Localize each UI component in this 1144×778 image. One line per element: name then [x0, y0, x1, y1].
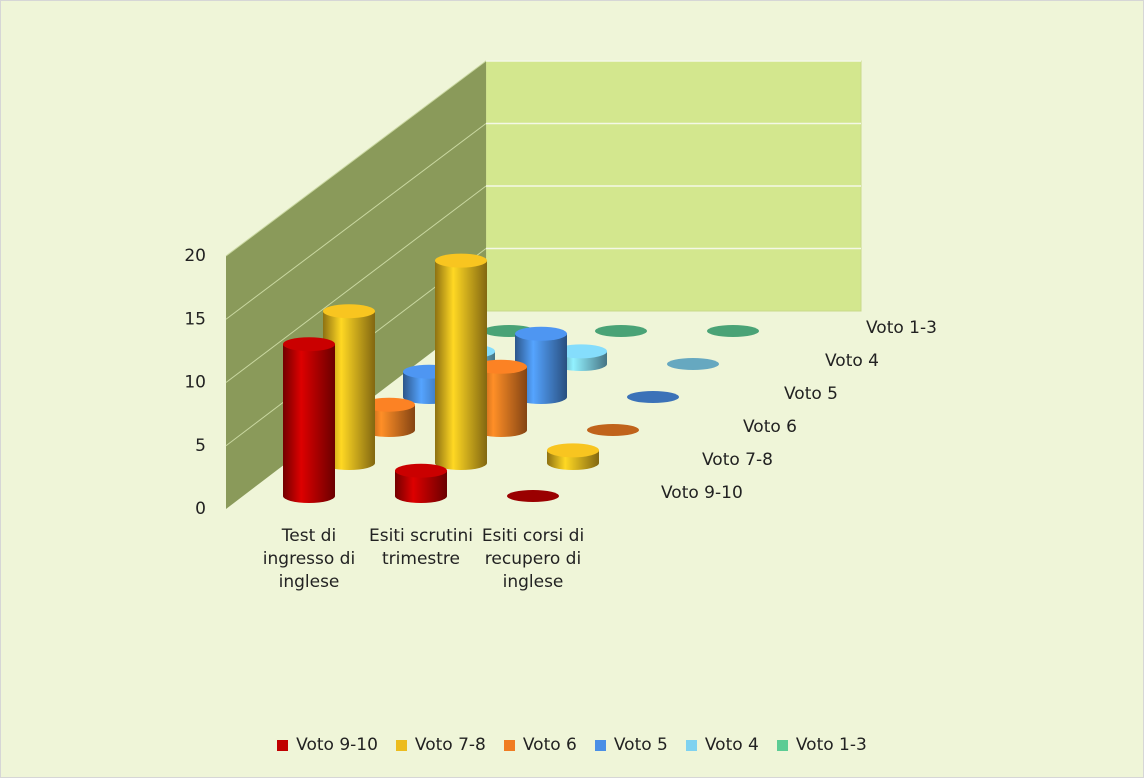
- legend-label: Voto 1-3: [795, 735, 867, 755]
- y-tick-label: 15: [184, 309, 206, 329]
- cylinder-top: [707, 325, 759, 337]
- y-tick-label: 5: [195, 436, 206, 456]
- y-tick-label: 10: [184, 373, 206, 393]
- legend-swatch: [776, 739, 788, 751]
- cylinder-top: [627, 391, 679, 403]
- legend-label: Voto 4: [704, 735, 759, 755]
- legend-item: Voto 9-10: [277, 735, 378, 755]
- cylinder: [435, 253, 487, 470]
- legend-label: Voto 9-10: [296, 735, 378, 755]
- cylinder-top: [515, 326, 567, 341]
- cylinder-top: [507, 490, 559, 502]
- cylinder-top: [475, 359, 527, 374]
- y-tick-label: 20: [184, 246, 206, 266]
- depth-label: Voto 9-10: [661, 483, 743, 503]
- legend-swatch: [594, 739, 606, 751]
- legend-swatch: [395, 739, 407, 751]
- legend-label: Voto 7-8: [414, 735, 486, 755]
- cylinder: [667, 358, 719, 370]
- cylinder: [555, 344, 607, 371]
- legend-swatch: [277, 739, 289, 751]
- legend-swatch: [503, 739, 515, 751]
- legend-item: Voto 1-3: [776, 735, 867, 755]
- cylinder-top: [587, 424, 639, 436]
- grid-line: [225, 123, 487, 320]
- cylinder-top: [283, 337, 335, 352]
- cylinder-top: [595, 325, 647, 337]
- y-tick-label: 0: [195, 499, 206, 519]
- cylinder: [627, 391, 679, 403]
- x-tick-label: Test di ingresso di inglese: [262, 526, 356, 592]
- legend-item: Voto 6: [503, 735, 577, 755]
- cylinder: [587, 424, 639, 436]
- cylinder-top: [555, 344, 607, 359]
- depth-label: Voto 6: [743, 417, 797, 437]
- cylinder: [707, 325, 759, 337]
- cylinder: [283, 337, 335, 503]
- cylinder: [595, 325, 647, 337]
- cylinder-top: [363, 397, 415, 412]
- cylinder-top: [667, 358, 719, 370]
- legend-label: Voto 6: [522, 735, 577, 755]
- cylinder-top: [395, 463, 447, 478]
- cylinder-top: [323, 304, 375, 319]
- grid-line: [225, 60, 487, 257]
- x-tick-label: Esiti corsi di recupero di inglese: [481, 526, 585, 592]
- legend-item: Voto 5: [594, 735, 668, 755]
- cylinder-top: [435, 253, 487, 268]
- legend-swatch: [685, 739, 697, 751]
- legend-item: Voto 4: [685, 735, 759, 755]
- legend-item: Voto 7-8: [395, 735, 486, 755]
- cylinder-body: [283, 344, 335, 496]
- depth-label: Voto 4: [825, 351, 879, 371]
- depth-label: Voto 1-3: [866, 318, 937, 338]
- grid-line: [225, 185, 487, 383]
- cylinder: [395, 463, 447, 503]
- depth-label: Voto 5: [784, 384, 838, 404]
- legend-label: Voto 5: [613, 735, 668, 755]
- cylinder: [507, 490, 559, 502]
- cylinder: [547, 443, 599, 470]
- cylinder-body: [435, 260, 487, 463]
- x-tick-label: Esiti scrutini trimestre: [369, 526, 473, 569]
- cylinder-top: [547, 443, 599, 458]
- legend: Voto 9-10 Voto 7-8 Voto 6 Voto 5 Voto 4 Voto …: [1, 735, 1143, 755]
- depth-label: Voto 7-8: [702, 450, 773, 470]
